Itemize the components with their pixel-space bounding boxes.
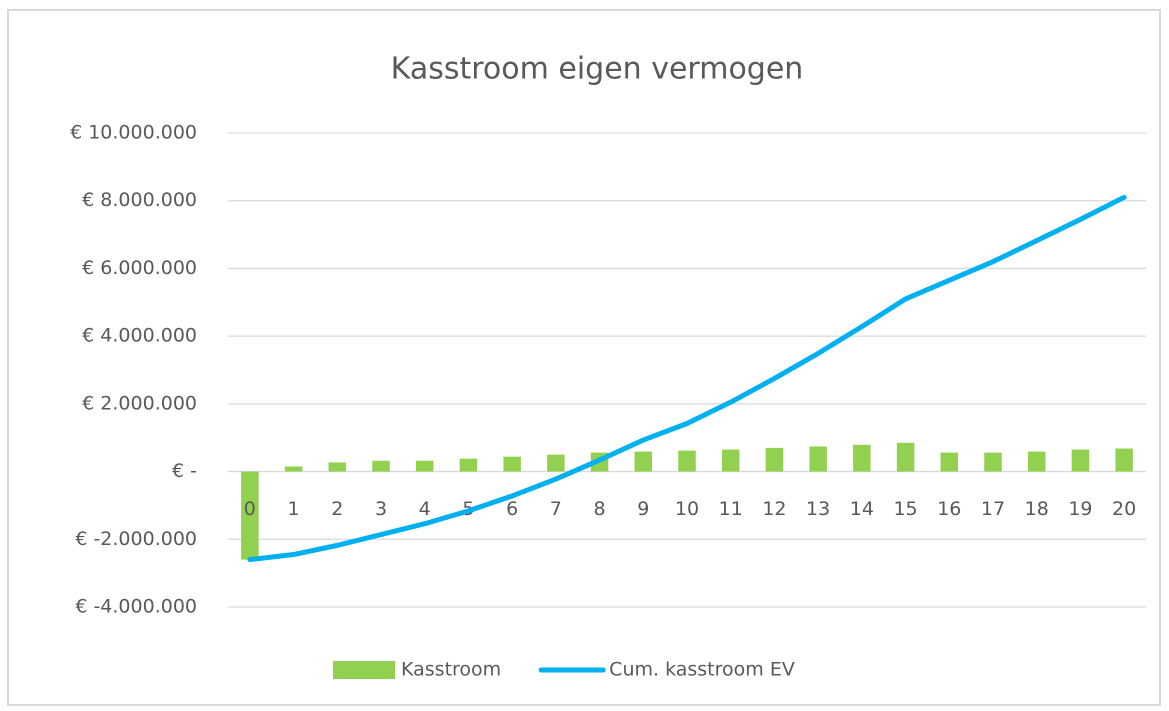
bar [328, 462, 347, 472]
y-tick-label: € 10.000.000 [70, 122, 197, 144]
x-tick-label: 3 [375, 498, 387, 520]
x-tick-label: 15 [893, 498, 917, 520]
bar [721, 449, 740, 472]
bar [415, 460, 434, 472]
bar [765, 447, 784, 472]
x-tick-label: 14 [850, 498, 874, 520]
x-tick-label: 7 [550, 498, 562, 520]
bar [678, 450, 696, 472]
y-tick-label: € 4.000.000 [82, 325, 197, 347]
x-tick-label: 18 [1025, 498, 1049, 520]
bar [940, 452, 959, 472]
x-tick-label: 2 [331, 498, 343, 520]
bar [459, 458, 478, 472]
x-tick-label: 8 [594, 498, 606, 520]
bar [503, 456, 521, 472]
line [247, 194, 1127, 563]
x-tick-label: 17 [981, 498, 1005, 520]
x-tick-label: 12 [762, 498, 786, 520]
y-tick-label: € 6.000.000 [82, 257, 197, 279]
x-tick-label: 10 [675, 498, 699, 520]
bar [284, 466, 303, 472]
bar [241, 471, 259, 560]
x-tick-label: 16 [937, 498, 961, 520]
y-tick-label: € 2.000.000 [82, 392, 197, 414]
x-tick-label: 1 [288, 498, 300, 520]
legend-swatch [333, 661, 395, 679]
chart-title: Kasstroom eigen vermogen [391, 52, 804, 87]
x-tick-label: 11 [719, 498, 743, 520]
x-tick-label: 4 [419, 498, 431, 520]
bar [372, 460, 390, 472]
y-tick-label: € - [172, 460, 197, 482]
y-tick-label: € -4.000.000 [75, 596, 197, 618]
bar [984, 452, 1002, 472]
bar [809, 446, 827, 472]
x-tick-label: 20 [1112, 498, 1136, 520]
y-tick-label: € -2.000.000 [75, 528, 197, 550]
x-tick-label: 0 [244, 498, 256, 520]
x-tick-label: 9 [637, 498, 649, 520]
bar [853, 444, 871, 472]
bar [1071, 449, 1090, 472]
bar [1027, 451, 1046, 472]
bar [634, 451, 653, 472]
x-tick-label: 6 [506, 498, 518, 520]
y-tick-label: € 8.000.000 [82, 189, 197, 211]
x-tick-label: 13 [806, 498, 830, 520]
x-tick-label: 19 [1068, 498, 1092, 520]
bar [896, 442, 915, 472]
bar [547, 454, 565, 472]
bar [1115, 448, 1133, 472]
legend-label: Cum. kasstroom EV [609, 659, 795, 681]
legend-label: Kasstroom [401, 659, 501, 681]
chart-frame [7, 9, 1161, 706]
